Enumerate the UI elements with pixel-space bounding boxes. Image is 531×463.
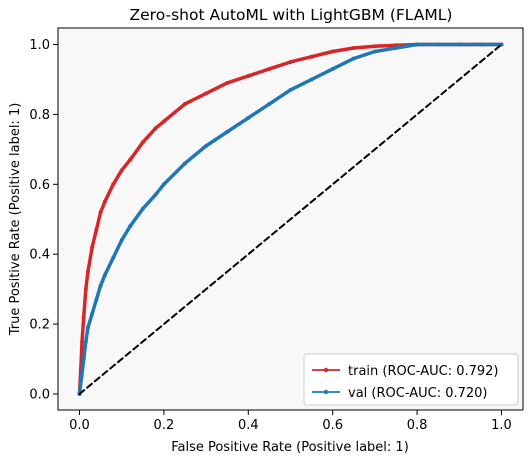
data-point-train — [183, 101, 187, 106]
y-tick-label: 0.0 — [29, 388, 50, 403]
y-tick-label: 0.6 — [29, 178, 50, 193]
data-point-val — [83, 339, 88, 344]
data-point-val — [478, 42, 483, 47]
data-point-val — [436, 42, 441, 47]
data-point-train — [288, 59, 293, 64]
legend: train (ROC-AUC: 0.792) val (ROC-AUC: 0.7… — [303, 353, 519, 406]
data-point-val — [119, 238, 124, 243]
legend-marker-val — [323, 389, 329, 395]
data-point-train — [161, 119, 166, 124]
x-tick-label: 0.4 — [238, 418, 259, 433]
legend-box — [303, 353, 519, 406]
x-tick-label: 1.0 — [491, 418, 512, 433]
data-point-train — [246, 73, 251, 78]
data-point-val — [85, 325, 90, 330]
data-point-train — [111, 182, 116, 187]
tick-layer: 0.0 0.2 0.4 0.6 0.8 1.0 0.0 0.2 0.4 0.6 0.8 1.0 — [29, 38, 512, 433]
data-point-train — [330, 49, 335, 54]
y-tick-label: 0.2 — [29, 318, 50, 333]
data-point-val — [140, 206, 145, 211]
data-point-train — [351, 46, 356, 50]
data-point-val — [98, 283, 103, 288]
chance-diagonal-line — [78, 43, 503, 395]
series-line-train — [77, 42, 504, 396]
data-point-train — [372, 44, 377, 49]
data-point-train — [128, 157, 133, 162]
data-point-train — [83, 287, 88, 292]
data-point-train — [153, 126, 158, 131]
y-tick-label: 1.0 — [29, 38, 50, 53]
data-point-val — [457, 42, 462, 47]
data-point-val — [288, 87, 293, 92]
data-point-val — [128, 224, 133, 229]
plot-frame — [57, 27, 524, 411]
x-axis-label: False Positive Rate (Positive label: 1) — [171, 440, 409, 455]
data-point-val — [309, 77, 314, 82]
legend-marker-train — [323, 367, 329, 373]
data-point-val — [102, 273, 107, 278]
data-point-val — [90, 311, 95, 316]
data-point-train — [85, 269, 90, 274]
y-tick-label: 0.8 — [29, 108, 50, 123]
series-layer — [77, 42, 504, 396]
data-point-train — [98, 210, 103, 215]
data-point-val — [372, 49, 377, 54]
data-point-val — [183, 161, 187, 166]
data-point-train — [204, 91, 209, 96]
data-point-val — [394, 46, 398, 50]
data-point-val — [330, 66, 335, 71]
data-point-val — [153, 192, 158, 197]
chart-title: Zero-shot AutoML with LightGBM (FLAML) — [130, 6, 453, 24]
data-point-train — [119, 168, 124, 173]
legend-label-val: val (ROC-AUC: 0.720) — [348, 386, 488, 401]
x-tick-label: 0.6 — [322, 418, 343, 433]
data-point-val — [79, 374, 84, 379]
x-tick-label: 0.2 — [154, 418, 175, 433]
data-point-val — [225, 129, 230, 134]
data-point-train — [309, 54, 314, 59]
data-point-val — [111, 255, 116, 260]
data-point-train — [225, 80, 230, 85]
data-point-val — [161, 182, 166, 187]
data-point-val — [351, 56, 356, 61]
data-point-train — [90, 245, 95, 250]
y-tick-label: 0.4 — [29, 248, 50, 263]
data-point-train — [102, 199, 107, 204]
data-point-val — [94, 297, 99, 302]
x-tick-label: 0.0 — [69, 418, 90, 433]
data-point-train — [94, 227, 99, 232]
data-point-val — [81, 357, 86, 362]
x-tick-label: 0.8 — [407, 418, 428, 433]
data-point-val — [246, 115, 251, 120]
y-axis-label: True Positive Rate (Positive label: 1) — [8, 103, 23, 337]
data-point-train — [80, 339, 85, 344]
data-point-train — [267, 66, 272, 71]
data-point-val — [415, 42, 420, 47]
data-point-val — [204, 143, 209, 148]
data-point-val — [267, 101, 272, 106]
data-point-train — [140, 140, 145, 145]
legend-label-train: train (ROC-AUC: 0.792) — [348, 364, 499, 379]
data-point-train — [81, 315, 86, 320]
